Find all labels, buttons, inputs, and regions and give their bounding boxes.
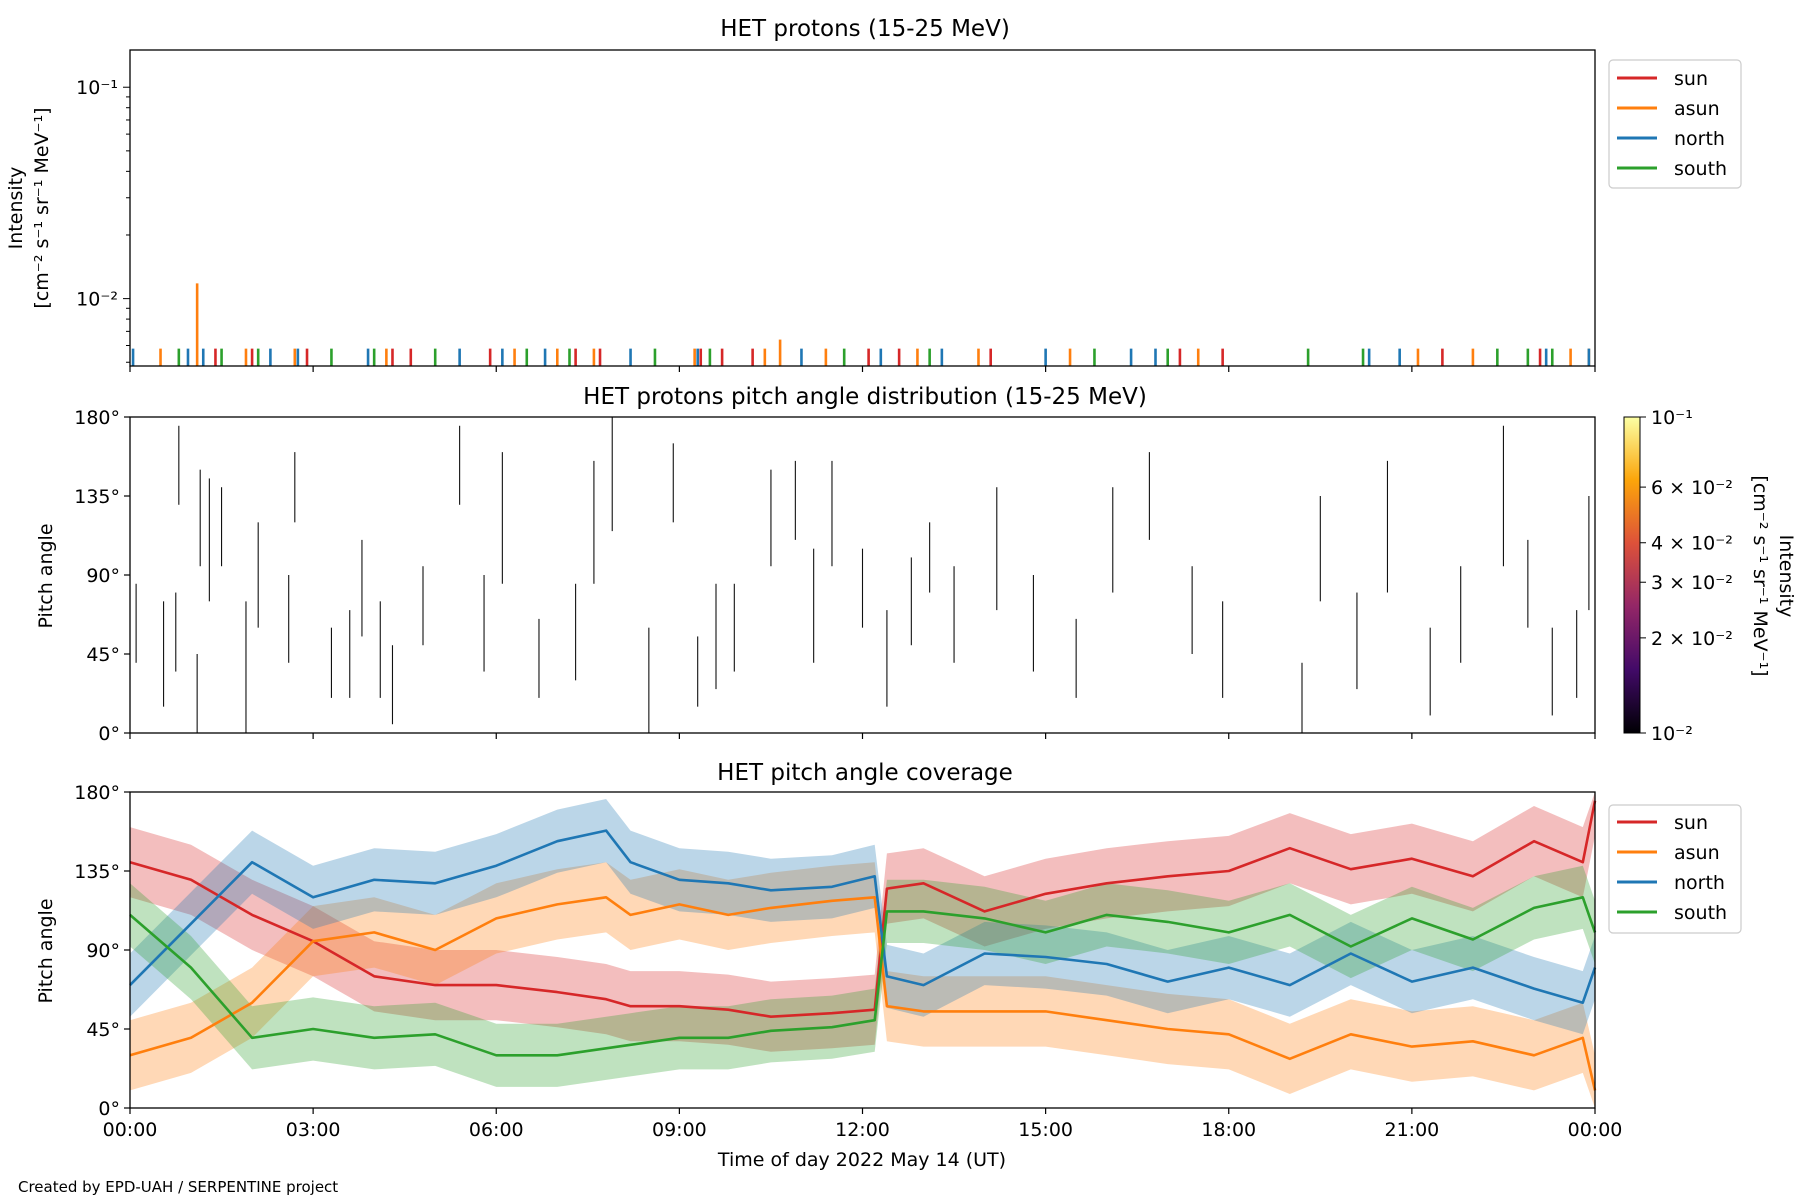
coverage-legend-entry-north: north: [1617, 872, 1725, 894]
intensity-panel-title: HET protons (15-25 MeV): [720, 16, 1010, 42]
y-tick-label: 45°: [86, 644, 120, 666]
coverage-panel: HET pitch angle coverage 00:00 03:00 06:00…: [35, 760, 1742, 1171]
colorbar-ticks: 10⁻² 2 × 10⁻² 3 × 10⁻² 4 × 10⁻² 6 × 10⁻² 10⁻¹: [1640, 407, 1733, 745]
x-tick-label: 15:00: [1018, 1119, 1073, 1141]
legend-label-sun: sun: [1674, 68, 1708, 90]
y-tick-label: 10⁻¹: [76, 77, 118, 99]
colorbar-tick-label: 6 × 10⁻²: [1651, 477, 1733, 499]
pad-panel-title: HET protons pitch angle distribution (15…: [583, 384, 1147, 410]
coverage-ylabel: Pitch angle: [35, 898, 57, 1003]
coverage-legend-entry-asun: asun: [1617, 842, 1720, 864]
legend-entry-sun: sun: [1617, 68, 1708, 90]
legend-label-asun: asun: [1674, 98, 1720, 120]
coverage-panel-title: HET pitch angle coverage: [717, 760, 1013, 786]
coverage-legend-label-north: north: [1674, 872, 1725, 894]
legend-label-south: south: [1674, 158, 1727, 180]
y-tick-label: 90°: [86, 565, 120, 587]
intensity-panel: HET protons (15-25 MeV) 10⁻¹ 10⁻² Intensi…: [5, 16, 1742, 372]
pad-panel: HET protons pitch angle distribution (15…: [35, 384, 1797, 745]
coverage-plot-area: [129, 792, 1597, 1108]
x-tick-label: 06:00: [469, 1119, 524, 1141]
intensity-plot-area: [131, 283, 1591, 366]
pad-ylabel: Pitch angle: [35, 523, 57, 628]
coverage-legend-entry-south: south: [1617, 902, 1727, 924]
colorbar: 10⁻² 2 × 10⁻² 3 × 10⁻² 4 × 10⁻² 6 × 10⁻² 10⁻¹…: [1623, 407, 1797, 745]
pad-axes: 0° 45° 90° 135° 180°: [74, 407, 1596, 745]
x-axis-label: Time of day 2022 May 14 (UT): [717, 1149, 1006, 1171]
intensity-legend-box: [1608, 59, 1742, 189]
x-tick-label: 12:00: [835, 1119, 890, 1141]
credit-text: Created by EPD-UAH / SERPENTINE project: [18, 1178, 338, 1196]
coverage-axes: 00:00 03:00 06:00 09:00 12:00 15:00 18:00 21:00…: [74, 782, 1622, 1141]
coverage-line-south: [129, 895, 1597, 1057]
x-tick-label: 00:00: [103, 1119, 158, 1141]
intensity-ylabel-line1: Intensity: [5, 167, 27, 250]
x-tick-label: 21:00: [1384, 1119, 1439, 1141]
colorbar-label-line2: [cm⁻² s⁻¹ sr⁻¹ MeV⁻¹]: [1749, 475, 1771, 676]
x-tick-label: 03:00: [286, 1119, 341, 1141]
x-tick-label: 00:00: [1568, 1119, 1623, 1141]
y-tick-label: 90°: [86, 940, 120, 962]
y-tick-label: 180°: [74, 407, 120, 429]
legend-entry-south: south: [1617, 158, 1727, 180]
colorbar-gradient: [1623, 416, 1641, 734]
colorbar-tick-label: 10⁻¹: [1651, 407, 1693, 429]
colorbar-tick-label: 4 × 10⁻²: [1651, 533, 1733, 555]
coverage-band-asun: [130, 862, 1595, 1108]
legend-entry-north: north: [1617, 128, 1725, 150]
coverage-legend-label-sun: sun: [1674, 812, 1708, 834]
intensity-ylabel-line2: [cm⁻² s⁻¹ sr⁻¹ MeV⁻¹]: [31, 107, 53, 308]
y-tick-label: 135°: [74, 861, 120, 883]
intensity-axes: 10⁻¹ 10⁻²: [76, 77, 1596, 372]
intensity-plot-frame: [129, 49, 1596, 367]
coverage-line-north: [129, 829, 1597, 1005]
colorbar-tick-label: 3 × 10⁻²: [1651, 572, 1733, 594]
colorbar-tick-label: 2 × 10⁻²: [1651, 628, 1733, 650]
coverage-legend-box: [1608, 804, 1742, 934]
coverage-band-north: [130, 799, 1595, 1035]
coverage-legend: sun asun north south: [1608, 804, 1742, 934]
coverage-legend-entry-sun: sun: [1617, 812, 1708, 834]
y-tick-label: 135°: [74, 486, 120, 508]
x-tick-label: 09:00: [652, 1119, 707, 1141]
coverage-legend-label-south: south: [1674, 902, 1727, 924]
intensity-legend: sun asun north south: [1608, 59, 1742, 189]
y-tick-label: 10⁻²: [76, 289, 118, 311]
legend-label-north: north: [1674, 128, 1725, 150]
x-tick-label: 18:00: [1201, 1119, 1256, 1141]
y-tick-label: 180°: [74, 782, 120, 804]
y-tick-label: 0°: [98, 1098, 120, 1120]
y-tick-label: 45°: [86, 1019, 120, 1041]
colorbar-label-line1: Intensity: [1775, 535, 1797, 618]
coverage-line-asun: [129, 895, 1597, 1091]
coverage-band-south: [130, 865, 1595, 1087]
legend-entry-asun: asun: [1617, 98, 1720, 120]
colorbar-tick-label: 10⁻²: [1651, 723, 1693, 745]
y-tick-label: 0°: [98, 723, 120, 745]
coverage-legend-label-asun: asun: [1674, 842, 1720, 864]
coverage-band-sun: [130, 792, 1595, 1052]
pad-plot-area: [135, 417, 1590, 733]
